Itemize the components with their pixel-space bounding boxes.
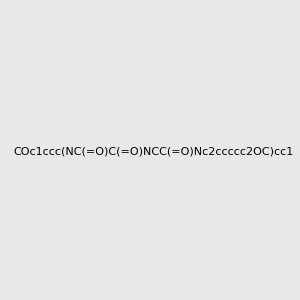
Text: COc1ccc(NC(=O)C(=O)NCC(=O)Nc2ccccc2OC)cc1: COc1ccc(NC(=O)C(=O)NCC(=O)Nc2ccccc2OC)cc… — [14, 146, 294, 157]
